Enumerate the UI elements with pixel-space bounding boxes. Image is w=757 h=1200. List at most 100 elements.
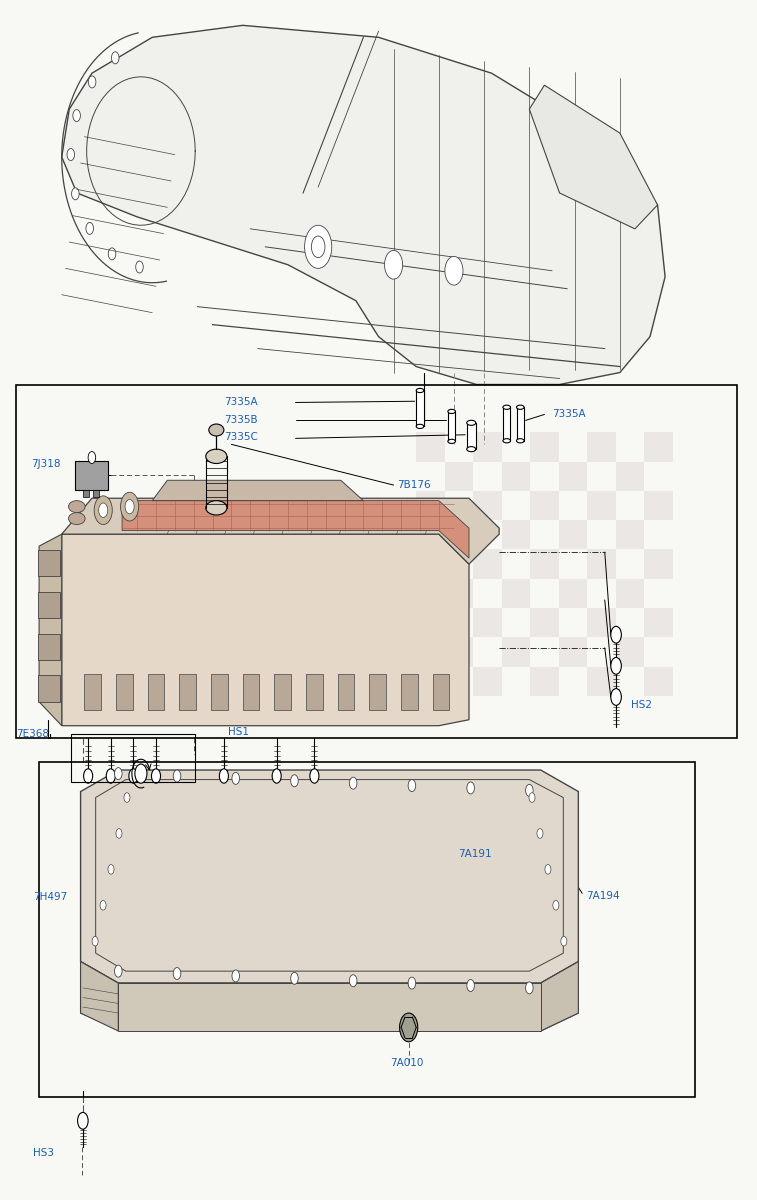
Bar [502, 578, 530, 608]
Circle shape [525, 982, 533, 994]
Circle shape [350, 974, 357, 986]
Bar [148, 674, 164, 710]
Ellipse shape [69, 500, 85, 512]
Bar [644, 491, 673, 520]
Circle shape [89, 76, 96, 88]
Polygon shape [62, 498, 499, 564]
Bar [559, 520, 587, 550]
Circle shape [291, 775, 298, 787]
Bar [38, 676, 61, 702]
Polygon shape [122, 500, 469, 558]
Bar [644, 666, 673, 696]
Text: HS1: HS1 [228, 727, 248, 737]
Ellipse shape [448, 409, 456, 414]
Circle shape [111, 52, 119, 64]
Bar [306, 674, 322, 710]
Bar [473, 550, 502, 578]
Circle shape [529, 793, 535, 803]
Circle shape [108, 248, 116, 260]
Circle shape [124, 793, 130, 803]
Bar [416, 666, 444, 696]
Bar [211, 674, 228, 710]
Circle shape [611, 658, 621, 674]
Circle shape [553, 900, 559, 910]
Text: parts: parts [326, 635, 375, 654]
Circle shape [445, 257, 463, 286]
Circle shape [467, 782, 475, 794]
Bar [416, 390, 424, 426]
Bar [416, 608, 444, 637]
Circle shape [467, 979, 475, 991]
Circle shape [114, 768, 122, 780]
Bar [38, 592, 61, 618]
Bar [401, 674, 418, 710]
Bar [473, 432, 502, 462]
Bar [473, 608, 502, 637]
Bar [615, 520, 644, 550]
Bar [559, 637, 587, 666]
Bar [83, 490, 89, 497]
Bar [118, 983, 540, 1031]
Circle shape [291, 972, 298, 984]
Text: HS3: HS3 [33, 1148, 54, 1158]
Bar [502, 637, 530, 666]
Bar [473, 491, 502, 520]
Ellipse shape [503, 439, 510, 443]
Polygon shape [540, 961, 578, 1031]
Bar [530, 608, 559, 637]
Bar [75, 461, 108, 490]
Bar [416, 491, 444, 520]
Polygon shape [80, 770, 578, 983]
Bar [467, 422, 476, 449]
Circle shape [310, 769, 319, 784]
Bar [473, 666, 502, 696]
Text: 7A010: 7A010 [390, 1058, 423, 1068]
Bar [502, 462, 530, 491]
Polygon shape [529, 85, 658, 229]
Bar [444, 462, 473, 491]
Bar [644, 432, 673, 462]
Ellipse shape [209, 424, 224, 436]
Bar [38, 550, 61, 576]
Ellipse shape [516, 439, 524, 443]
Circle shape [135, 764, 147, 784]
Polygon shape [62, 25, 665, 384]
Circle shape [173, 770, 181, 782]
Bar [444, 578, 473, 608]
Bar [530, 666, 559, 696]
Circle shape [273, 769, 281, 784]
Bar [448, 412, 456, 442]
Bar [416, 550, 444, 578]
Bar [587, 608, 615, 637]
Bar [116, 674, 132, 710]
Ellipse shape [416, 389, 424, 392]
Ellipse shape [448, 439, 456, 444]
Circle shape [136, 262, 143, 272]
Text: c  ar: c ar [129, 623, 173, 642]
Polygon shape [152, 480, 363, 500]
Circle shape [125, 499, 134, 514]
Bar [275, 674, 291, 710]
Bar [433, 674, 450, 710]
Circle shape [611, 626, 621, 643]
Circle shape [400, 1013, 418, 1042]
Bar [587, 432, 615, 462]
Bar [17, 384, 737, 738]
Bar [530, 432, 559, 462]
Text: 7A191: 7A191 [458, 848, 491, 859]
Bar [516, 407, 524, 440]
Bar [559, 462, 587, 491]
Text: 7E368: 7E368 [17, 730, 49, 739]
Circle shape [88, 451, 95, 463]
Ellipse shape [467, 420, 476, 425]
Bar [615, 462, 644, 491]
Bar [587, 550, 615, 578]
Polygon shape [39, 534, 62, 726]
Circle shape [94, 496, 112, 524]
Bar [38, 634, 61, 660]
Text: 7335A: 7335A [552, 409, 586, 420]
Bar [444, 637, 473, 666]
Text: 7335B: 7335B [224, 415, 257, 426]
Bar [530, 550, 559, 578]
Circle shape [561, 936, 567, 946]
